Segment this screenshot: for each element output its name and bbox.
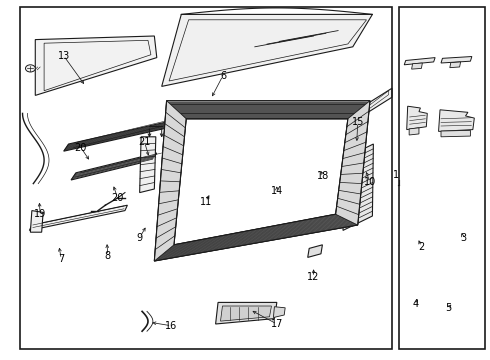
Polygon shape (316, 158, 331, 182)
Polygon shape (162, 14, 372, 86)
Text: 17: 17 (270, 319, 283, 329)
Text: 19: 19 (34, 209, 46, 219)
Text: 15: 15 (351, 117, 364, 127)
Polygon shape (441, 57, 472, 63)
Text: 4: 4 (413, 299, 418, 309)
Polygon shape (450, 62, 461, 68)
Text: 18: 18 (318, 171, 329, 181)
Polygon shape (167, 101, 370, 119)
Text: 3: 3 (460, 233, 466, 243)
Text: 6: 6 (220, 71, 226, 81)
Polygon shape (343, 144, 373, 230)
Polygon shape (154, 214, 358, 261)
Polygon shape (308, 245, 322, 257)
Text: 21: 21 (138, 137, 151, 147)
Polygon shape (273, 307, 285, 318)
Text: 20: 20 (74, 143, 87, 153)
Text: 11: 11 (200, 197, 212, 207)
Circle shape (25, 65, 35, 72)
Polygon shape (439, 110, 474, 131)
Polygon shape (407, 106, 427, 130)
Polygon shape (154, 101, 186, 261)
Text: 8: 8 (105, 251, 111, 261)
Polygon shape (154, 101, 370, 261)
Text: 10: 10 (364, 177, 376, 187)
Text: 13: 13 (58, 51, 70, 61)
Polygon shape (174, 119, 348, 245)
Text: 2: 2 (418, 242, 424, 252)
Polygon shape (267, 146, 306, 164)
Text: 1: 1 (393, 170, 399, 180)
Polygon shape (412, 63, 422, 69)
Text: 16: 16 (165, 321, 177, 331)
Text: 9: 9 (137, 233, 143, 243)
Text: 14: 14 (270, 186, 283, 196)
Polygon shape (216, 302, 277, 324)
Polygon shape (140, 137, 156, 193)
Polygon shape (64, 117, 189, 151)
Polygon shape (162, 140, 262, 167)
Polygon shape (404, 58, 435, 65)
Text: 20: 20 (111, 193, 124, 203)
Polygon shape (30, 211, 43, 232)
Polygon shape (336, 101, 370, 225)
Text: 12: 12 (307, 272, 320, 282)
Text: 5: 5 (445, 303, 451, 313)
Polygon shape (409, 128, 419, 135)
Polygon shape (341, 88, 392, 130)
Polygon shape (220, 306, 271, 321)
Bar (20, 7, 392, 349)
Polygon shape (441, 130, 470, 137)
Text: 7: 7 (58, 254, 64, 264)
Polygon shape (29, 205, 127, 230)
Polygon shape (35, 36, 157, 95)
Polygon shape (71, 153, 157, 180)
Bar (399, 7, 485, 349)
